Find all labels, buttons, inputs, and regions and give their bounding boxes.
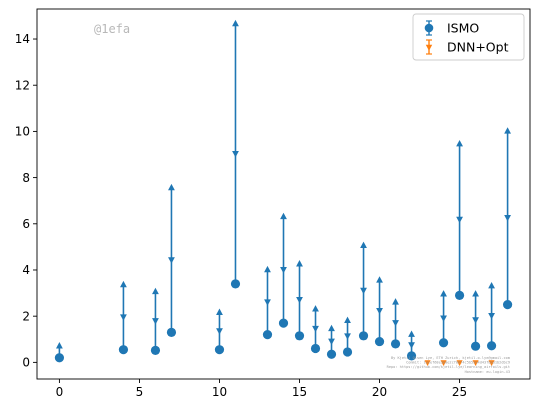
mid-arrow-0-12 [360,287,367,295]
data-point-0-9 [310,343,321,354]
mid-arrow-0-4 [216,328,223,335]
upper-arrow-0-9 [312,305,319,312]
mid-arrow-0-16 [440,315,447,322]
data-point-0-15 [406,351,417,361]
mid-arrow-0-9 [312,325,319,333]
upper-arrow-0-20 [504,127,511,134]
plot-marks [54,19,513,366]
y-tick-label-3: 6 [22,217,30,231]
legend-label-0: ISMO [447,21,479,36]
y-tick-label-4: 8 [22,171,30,185]
mid-arrow-0-20 [504,215,511,222]
credit-line-0: By Kjetil Olsen Lye, ETH Zurich, kjetil.… [391,356,510,360]
mid-arrow-0-10 [328,338,335,346]
mid-arrow-0-11 [344,333,351,340]
legend: ISMO DNN+Opt [412,13,525,61]
x-tick-label-5: 25 [452,385,467,399]
data-point-1-2 [456,360,463,366]
y-tick-label-5: 10 [15,125,30,139]
mid-arrow-0-1 [120,314,127,321]
axes: 0 5 10 15 20 25 0 2 4 6 8 10 12 14 [15,8,531,399]
credit-text: By Kjetil Olsen Lye, ETH Zurich, kjetil.… [387,356,510,374]
data-point-0-11 [342,347,353,357]
data-point-1-3 [472,360,479,366]
legend-marker-0 [424,23,434,33]
upper-arrow-0-10 [328,324,335,332]
mid-arrow-0-6 [264,299,271,306]
plot-frame [36,8,531,380]
data-point-0-19 [486,341,497,351]
data-point-0-16 [438,338,449,348]
upper-arrow-0-8 [296,260,303,267]
data-point-0-0 [54,353,65,363]
upper-arrow-0-14 [392,298,399,305]
upper-arrow-0-11 [344,316,351,324]
upper-arrow-0-18 [472,290,479,297]
x-tick-label-0: 0 [56,385,64,399]
upper-arrow-0-0 [56,342,63,349]
y-tick-label-2: 4 [22,263,30,277]
mid-arrow-0-19 [488,312,495,320]
x-tick-label-4: 20 [372,385,387,399]
y-tick-label-0: 0 [22,356,30,370]
data-point-0-2 [150,345,161,355]
data-point-0-7 [278,318,289,328]
upper-arrow-0-5 [232,19,239,27]
legend-marker-1 [425,44,433,51]
data-point-0-4 [214,345,225,355]
mid-arrow-0-15 [408,342,415,349]
data-point-0-18 [470,341,481,351]
upper-arrow-0-1 [120,280,127,288]
upper-arrow-0-3 [168,183,175,191]
y-tick-label-7: 14 [15,32,30,46]
mid-arrow-0-14 [392,320,399,327]
credit-line-1: Commit: 1a1ef68e3e0e2cf0b74c5b53a4d43fbb… [406,361,510,365]
data-point-0-13 [374,336,385,347]
data-point-0-20 [502,300,513,310]
upper-arrow-0-17 [456,139,463,147]
mid-arrow-0-3 [168,257,175,264]
data-point-0-3 [166,327,177,337]
mid-arrow-0-5 [232,150,239,158]
data-point-0-6 [262,330,273,340]
x-tick-label-3: 15 [292,385,307,399]
y-tick-label-6: 12 [15,78,30,92]
credit-line-3: Hostname: eu-login-43 [465,370,510,374]
mid-arrow-0-8 [296,297,303,304]
x-tick-label-1: 5 [136,385,144,399]
upper-arrow-0-19 [488,281,495,289]
x-tick-label-2: 10 [212,385,227,399]
upper-arrow-0-12 [360,241,367,248]
mid-arrow-0-17 [456,216,463,224]
watermark-text: @1efa [94,22,130,36]
data-point-0-10 [326,349,337,359]
data-point-0-1 [118,345,129,355]
data-point-1-4 [488,360,495,366]
mid-arrow-0-7 [280,267,287,274]
legend-label-1: DNN+Opt [447,40,509,55]
upper-arrow-0-7 [280,212,287,220]
mid-arrow-0-2 [152,318,159,325]
y-tick-label-1: 2 [22,309,30,323]
credit-line-2: Repo: https://github.com/kjetil-lye/lear… [387,365,510,369]
data-point-0-14 [390,339,401,349]
upper-arrow-0-4 [216,308,223,315]
upper-arrow-0-6 [264,265,271,273]
legend-box [412,13,525,61]
data-point-0-17 [454,290,465,300]
upper-arrow-0-15 [408,330,415,337]
data-point-1-0 [424,360,431,366]
mid-arrow-0-13 [376,308,383,315]
upper-arrow-0-16 [440,290,447,297]
data-point-0-5 [230,279,241,289]
data-point-0-12 [358,331,369,341]
data-point-0-8 [294,331,305,341]
data-point-1-1 [440,360,447,366]
mid-arrow-0-18 [472,317,479,324]
upper-arrow-0-2 [152,287,159,295]
upper-arrow-0-13 [376,276,383,283]
